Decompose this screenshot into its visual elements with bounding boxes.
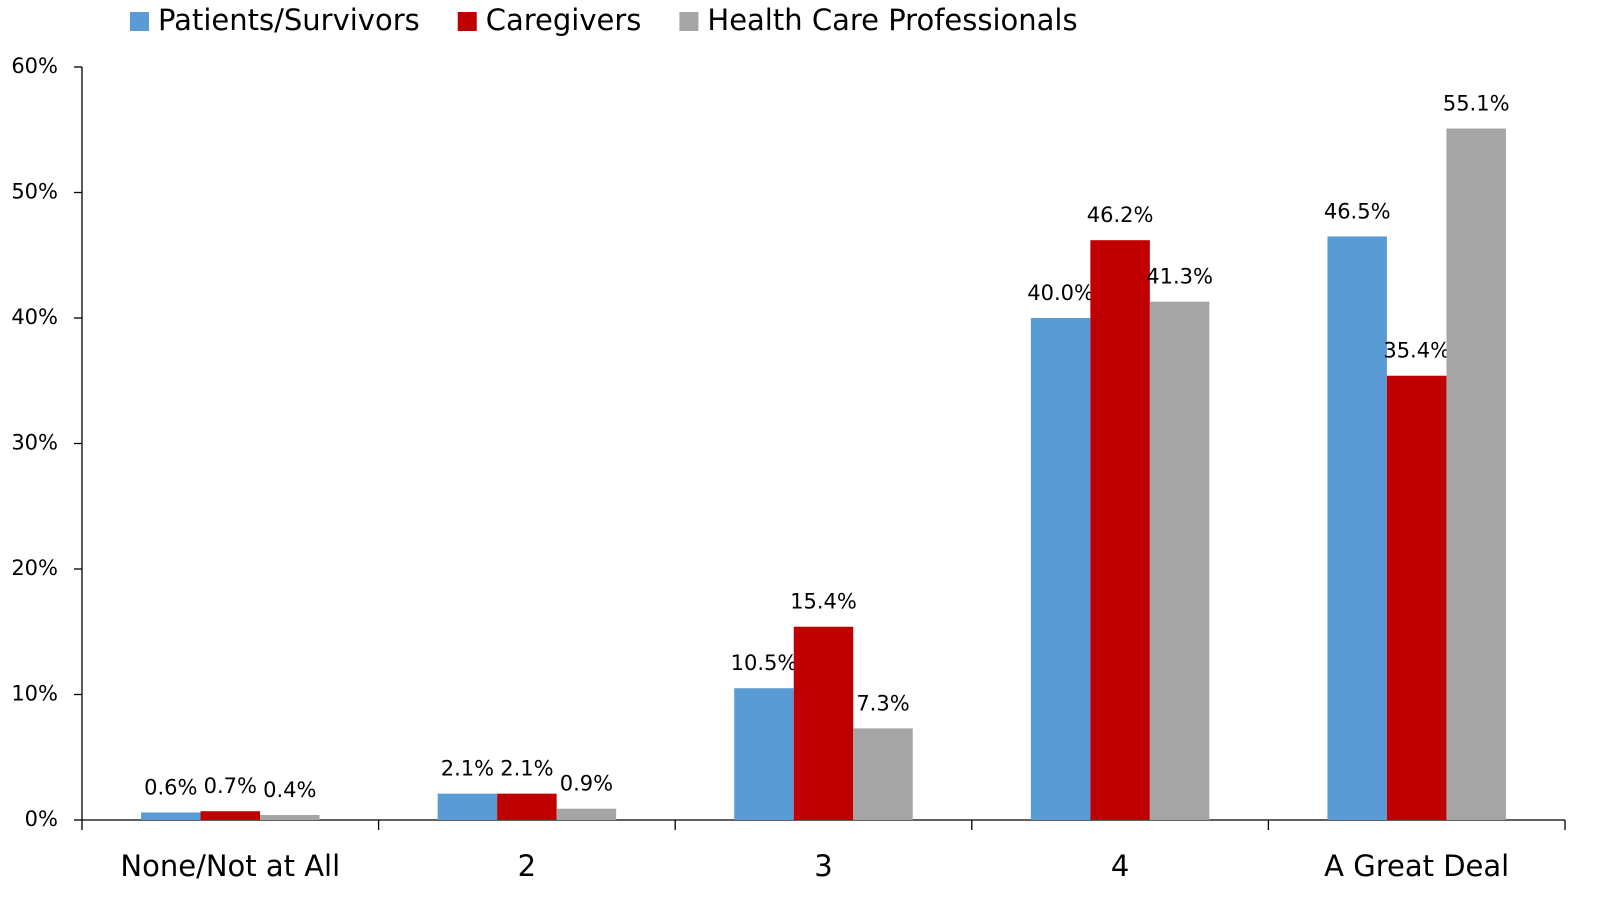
y-tick-label: 20% (11, 556, 58, 580)
value-label: 7.3% (856, 691, 909, 715)
y-tick-label: 0% (25, 807, 58, 831)
value-label: 0.7% (204, 774, 257, 798)
y-tick-label: 30% (11, 431, 58, 455)
x-tick-label: A Great Deal (1324, 849, 1509, 883)
bar (1446, 128, 1506, 820)
bar (437, 793, 498, 820)
bar (1149, 301, 1210, 820)
x-tick-label: None/Not at All (120, 849, 340, 883)
x-tick-label: 3 (814, 849, 832, 883)
bar (793, 626, 854, 820)
bar (497, 793, 557, 820)
legend-label: Health Care Professionals (707, 3, 1077, 37)
legend-swatch (130, 12, 149, 31)
value-label: 0.6% (144, 775, 197, 799)
bar (141, 812, 201, 820)
value-label: 10.5% (731, 651, 798, 675)
y-tick-label: 50% (11, 180, 58, 204)
value-label: 40.0% (1027, 281, 1094, 305)
bar (260, 814, 320, 820)
value-label: 46.2% (1087, 203, 1154, 227)
value-label: 0.4% (263, 778, 316, 802)
bar (734, 688, 794, 820)
x-tick-label: 2 (518, 849, 536, 883)
legend-swatch (679, 12, 699, 31)
bar (200, 811, 261, 820)
y-tick-label: 40% (11, 305, 58, 329)
value-label: 35.4% (1383, 339, 1450, 363)
bar (556, 808, 617, 820)
legend-label: Patients/Survivors (158, 3, 420, 37)
value-label: 55.1% (1443, 91, 1510, 115)
value-label: 41.3% (1146, 265, 1213, 289)
legend-label: Caregivers (486, 3, 642, 37)
bar (853, 728, 913, 820)
value-label: 46.5% (1324, 199, 1391, 223)
value-label: 2.1% (441, 757, 494, 781)
value-label: 2.1% (500, 757, 553, 781)
value-label: 0.9% (560, 772, 613, 796)
value-label: 15.4% (790, 590, 857, 614)
bar (1030, 318, 1091, 820)
bar (1327, 236, 1387, 821)
legend-swatch (457, 12, 477, 31)
x-tick-label: 4 (1111, 849, 1129, 883)
y-tick-label: 10% (11, 682, 58, 706)
bar (1090, 240, 1150, 820)
y-tick-label: 60% (11, 54, 58, 78)
bar (1386, 375, 1447, 820)
